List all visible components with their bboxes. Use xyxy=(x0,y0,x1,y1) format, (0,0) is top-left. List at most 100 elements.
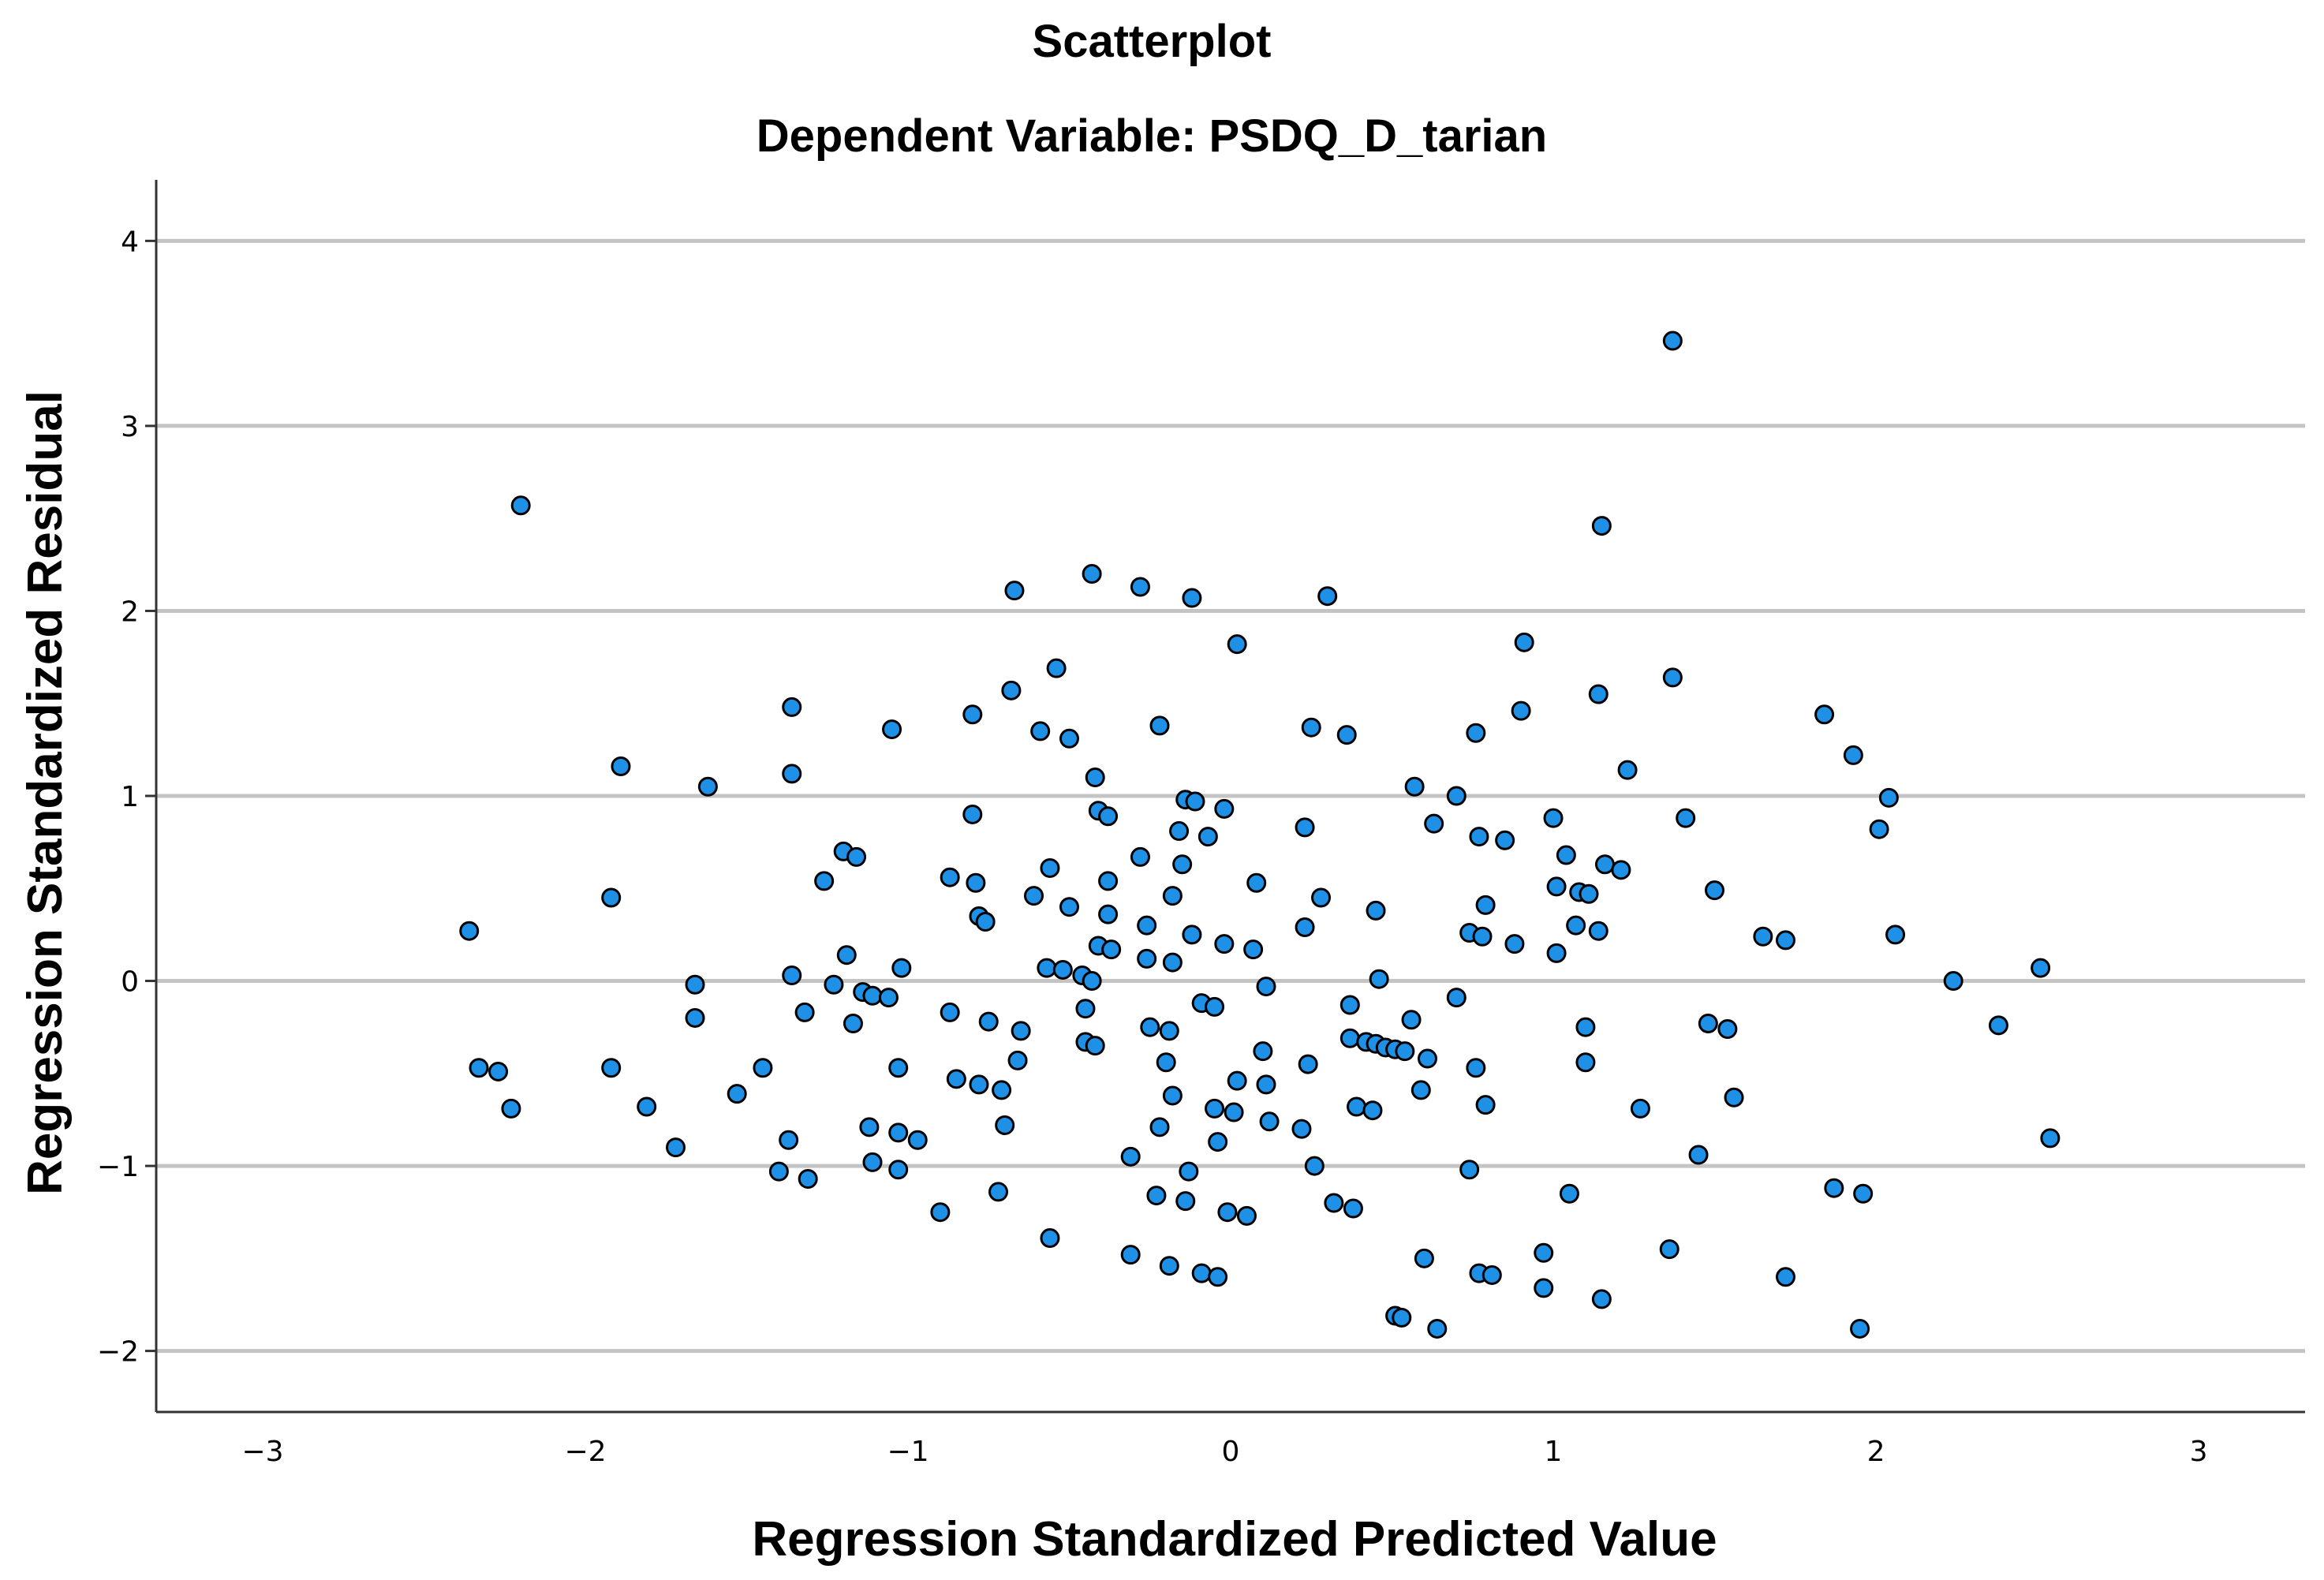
x-tick-label: 1 xyxy=(1545,1436,1563,1468)
data-point xyxy=(1814,704,1835,725)
data-point xyxy=(1566,915,1586,936)
data-point xyxy=(882,719,902,740)
data-point xyxy=(888,1058,909,1078)
data-point xyxy=(1588,921,1608,941)
data-point xyxy=(469,1058,489,1078)
data-point xyxy=(1037,958,1057,978)
data-point xyxy=(798,1168,818,1189)
data-point xyxy=(962,804,983,824)
data-point xyxy=(940,867,960,887)
data-point xyxy=(1217,1202,1238,1223)
data-point xyxy=(862,985,883,1006)
data-point xyxy=(1662,667,1683,688)
data-point xyxy=(1414,1248,1434,1268)
data-point xyxy=(1001,680,1022,700)
data-point xyxy=(1085,768,1105,788)
data-point xyxy=(1395,1041,1415,1062)
data-point xyxy=(1579,883,1599,904)
data-point xyxy=(1475,895,1496,915)
data-point xyxy=(1304,1156,1325,1176)
data-point xyxy=(1146,1186,1167,1206)
data-point xyxy=(1466,1058,1486,1078)
data-point xyxy=(1343,1198,1363,1219)
data-point xyxy=(1843,745,1863,765)
x-tick-labels: −3 −2 −1 0 1 2 3 xyxy=(241,1436,2207,1468)
data-point xyxy=(637,1096,657,1117)
data-point xyxy=(978,1011,999,1032)
data-point xyxy=(1175,1191,1196,1212)
data-point xyxy=(1417,1048,1437,1069)
data-point xyxy=(1169,821,1190,842)
data-point xyxy=(930,1202,951,1223)
data-point xyxy=(846,846,867,867)
data-point xyxy=(988,1182,1009,1202)
data-point xyxy=(1617,760,1638,780)
data-point xyxy=(1698,1013,1718,1033)
data-point xyxy=(878,988,899,1008)
data-point xyxy=(510,495,531,516)
data-point xyxy=(975,911,996,932)
data-point xyxy=(1878,787,1899,808)
data-point xyxy=(1040,857,1060,878)
data-point xyxy=(1427,1318,1448,1339)
x-axis-title: Regression Standardized Predicted Value xyxy=(752,1512,1717,1567)
data-point xyxy=(1185,791,1205,812)
data-point xyxy=(1775,930,1795,951)
data-point xyxy=(601,887,622,908)
data-point xyxy=(1137,915,1157,936)
data-point xyxy=(1052,959,1073,980)
data-point xyxy=(1591,516,1612,536)
data-point xyxy=(1556,845,1576,865)
data-point xyxy=(946,1069,966,1089)
data-point xyxy=(1301,717,1321,738)
data-point xyxy=(1446,786,1467,806)
x-tick-label: −1 xyxy=(887,1436,928,1468)
data-point xyxy=(1753,926,1773,947)
data-point xyxy=(1392,1307,1412,1328)
data-point xyxy=(685,974,705,995)
y-axis-title: Regression Standardized Residual xyxy=(18,390,73,1195)
data-point xyxy=(1040,1228,1060,1249)
data-point xyxy=(888,1160,909,1180)
data-point xyxy=(1256,977,1276,997)
data-point xyxy=(1024,886,1044,906)
data-point xyxy=(779,1130,799,1150)
data-point xyxy=(611,756,631,776)
data-point xyxy=(1059,897,1079,917)
data-point xyxy=(907,1130,928,1150)
data-point xyxy=(1676,808,1696,828)
data-point xyxy=(1659,1239,1679,1260)
data-point xyxy=(1988,1015,2008,1036)
data-point xyxy=(1030,721,1051,741)
data-point xyxy=(843,1013,863,1033)
data-point xyxy=(1253,1041,1273,1062)
data-point xyxy=(782,697,802,717)
data-point xyxy=(1130,846,1150,867)
data-point xyxy=(1424,813,1444,834)
data-point xyxy=(1214,934,1235,954)
data-point xyxy=(1179,1161,1199,1182)
data-point xyxy=(1243,939,1264,960)
data-point xyxy=(1775,1267,1795,1287)
data-point xyxy=(1205,1098,1225,1119)
data-point xyxy=(1197,827,1218,847)
data-point xyxy=(1208,1267,1228,1287)
y-tick-label: 0 xyxy=(121,966,139,999)
data-point xyxy=(1869,819,1889,839)
data-point xyxy=(1850,1318,1870,1339)
y-tick-label: −1 xyxy=(97,1151,139,1183)
data-point xyxy=(1159,1021,1179,1041)
data-point xyxy=(1369,969,1389,989)
data-point xyxy=(1336,725,1357,745)
data-point xyxy=(1120,1245,1141,1265)
y-tick-label: −2 xyxy=(97,1336,139,1369)
data-point xyxy=(969,1074,989,1095)
data-point xyxy=(1630,1098,1650,1119)
data-point xyxy=(1182,588,1202,608)
data-point xyxy=(727,1084,747,1104)
data-point xyxy=(1259,1111,1280,1132)
data-point xyxy=(1885,924,1906,945)
data-point xyxy=(1224,1102,1244,1122)
data-point xyxy=(1085,1036,1105,1056)
data-point xyxy=(1075,999,1096,1019)
